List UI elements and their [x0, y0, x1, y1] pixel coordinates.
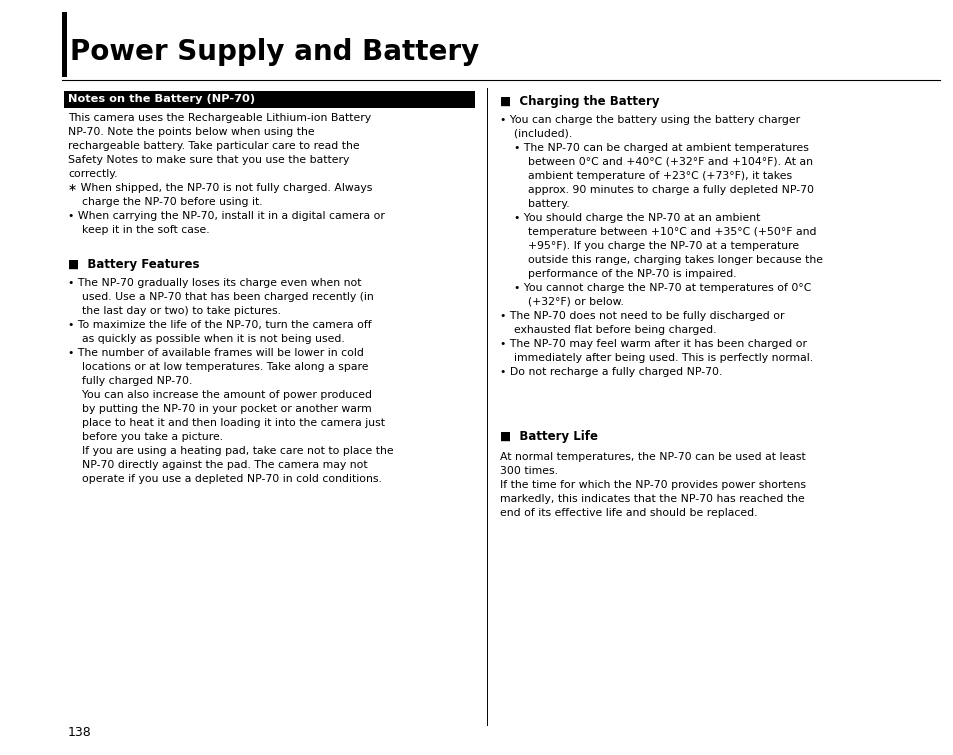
Text: • You can charge the battery using the battery charger
    (included).
    • The: • You can charge the battery using the b…	[499, 115, 822, 377]
Bar	[64, 91, 475, 108]
Text: Power Supply and Battery: Power Supply and Battery	[70, 38, 478, 66]
Text: ■  Charging the Battery: ■ Charging the Battery	[499, 95, 659, 108]
Text: This camera uses the Rechargeable Lithium-ion Battery
NP-70. Note the points bel: This camera uses the Rechargeable Lithiu…	[68, 113, 384, 235]
Text: At normal temperatures, the NP-70 can be used at least
300 times.
If the time fo: At normal temperatures, the NP-70 can be…	[499, 452, 805, 518]
Text: Notes on the Battery (NP-70): Notes on the Battery (NP-70)	[68, 94, 254, 104]
Text: • The NP-70 gradually loses its charge even when not
    used. Use a NP-70 that : • The NP-70 gradually loses its charge e…	[68, 278, 394, 484]
Bar	[62, 12, 67, 77]
Text: 138: 138	[68, 726, 91, 739]
Text: ■  Battery Life: ■ Battery Life	[499, 430, 598, 443]
Text: ■  Battery Features: ■ Battery Features	[68, 258, 199, 271]
